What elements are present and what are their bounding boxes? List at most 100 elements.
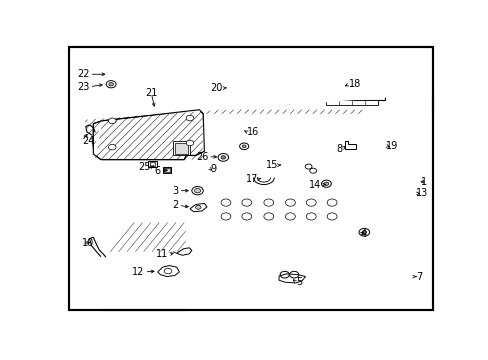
Bar — [382, 280, 414, 282]
Circle shape — [242, 199, 251, 206]
Circle shape — [321, 180, 331, 187]
Bar — [213, 74, 284, 101]
Text: 12: 12 — [132, 267, 144, 277]
Text: 10: 10 — [82, 238, 94, 248]
Circle shape — [242, 145, 245, 148]
Text: 24: 24 — [82, 136, 94, 146]
Bar — [208, 71, 288, 104]
Circle shape — [326, 213, 336, 220]
Bar — [325, 185, 327, 190]
Bar — [382, 285, 414, 287]
Text: 1: 1 — [420, 177, 426, 187]
Bar — [193, 222, 386, 252]
Bar — [382, 274, 414, 276]
Bar — [193, 222, 386, 252]
Text: 8: 8 — [336, 144, 342, 153]
Circle shape — [358, 228, 369, 236]
Circle shape — [280, 271, 289, 278]
Text: 5: 5 — [296, 277, 302, 287]
Circle shape — [109, 82, 113, 86]
Circle shape — [242, 213, 251, 220]
Text: 20: 20 — [210, 83, 223, 93]
Polygon shape — [344, 141, 355, 149]
Circle shape — [324, 182, 328, 185]
Bar — [322, 76, 381, 97]
Circle shape — [326, 199, 336, 206]
Text: 9: 9 — [210, 164, 217, 174]
Bar — [380, 269, 416, 289]
Bar — [164, 168, 169, 172]
Text: 3: 3 — [172, 186, 178, 196]
Polygon shape — [61, 43, 102, 320]
Text: 17: 17 — [245, 174, 258, 184]
Bar — [163, 167, 171, 173]
Polygon shape — [61, 43, 439, 121]
Circle shape — [264, 199, 273, 206]
Text: 16: 16 — [246, 127, 259, 137]
Text: 25: 25 — [138, 162, 150, 172]
Text: 11: 11 — [156, 249, 168, 260]
Bar — [382, 271, 414, 274]
Circle shape — [285, 199, 295, 206]
Bar — [382, 277, 414, 279]
Text: 14: 14 — [308, 180, 321, 190]
Circle shape — [361, 231, 366, 234]
Circle shape — [186, 140, 193, 146]
Circle shape — [186, 115, 193, 121]
Text: 7: 7 — [415, 271, 421, 282]
Bar — [282, 158, 297, 168]
Circle shape — [221, 213, 230, 220]
Circle shape — [194, 188, 200, 193]
Polygon shape — [93, 110, 204, 159]
Polygon shape — [61, 159, 101, 320]
Bar — [108, 74, 112, 77]
Text: 4: 4 — [360, 229, 366, 239]
Text: 19: 19 — [386, 141, 398, 151]
Polygon shape — [186, 159, 439, 320]
Bar — [292, 275, 295, 279]
Text: 21: 21 — [145, 88, 157, 98]
Bar — [389, 138, 417, 159]
Polygon shape — [203, 114, 439, 320]
Circle shape — [264, 213, 273, 220]
Circle shape — [221, 156, 225, 159]
Circle shape — [106, 81, 116, 88]
Circle shape — [108, 118, 116, 123]
Text: 18: 18 — [348, 79, 361, 89]
Circle shape — [218, 153, 228, 161]
Bar — [363, 233, 365, 239]
Text: 13: 13 — [415, 188, 427, 198]
Bar — [148, 161, 156, 167]
Text: 2: 2 — [172, 201, 178, 210]
Bar — [283, 275, 285, 279]
Circle shape — [221, 199, 230, 206]
Bar — [326, 100, 377, 105]
Text: 26: 26 — [195, 152, 208, 162]
Bar — [284, 159, 296, 167]
Circle shape — [305, 164, 311, 169]
Bar — [173, 141, 189, 155]
Text: 15: 15 — [265, 160, 277, 170]
Circle shape — [285, 213, 295, 220]
Bar — [175, 143, 188, 153]
Bar — [203, 89, 208, 96]
Circle shape — [164, 268, 171, 274]
Circle shape — [309, 168, 316, 173]
Circle shape — [305, 199, 316, 206]
Bar — [382, 177, 420, 204]
Bar — [242, 131, 245, 144]
Text: 6: 6 — [154, 166, 161, 176]
Circle shape — [239, 143, 248, 150]
Bar — [149, 162, 155, 166]
Circle shape — [305, 213, 316, 220]
Bar — [318, 74, 385, 100]
Circle shape — [191, 186, 203, 195]
Bar — [207, 164, 378, 226]
Bar — [203, 79, 208, 86]
Text: 22: 22 — [77, 69, 89, 79]
Bar — [382, 283, 414, 285]
Circle shape — [289, 271, 298, 278]
Bar — [210, 165, 213, 174]
Text: 23: 23 — [77, 82, 89, 92]
Circle shape — [108, 144, 116, 150]
